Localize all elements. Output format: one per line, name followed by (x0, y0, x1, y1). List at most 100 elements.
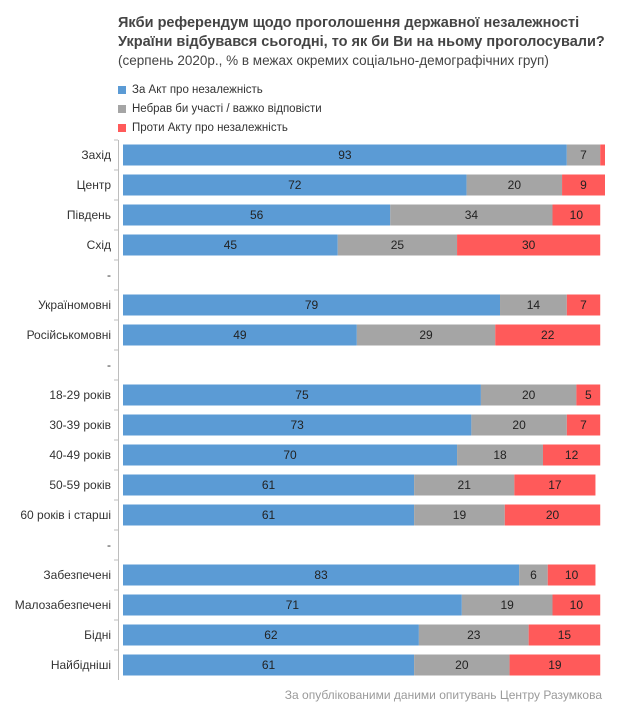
category-label: Малозабезпечені (15, 598, 111, 612)
category-label: Найбідніші (51, 658, 111, 672)
data-label: 20 (546, 508, 560, 522)
data-label: 6 (530, 568, 537, 582)
bar-segment (457, 444, 543, 466)
bar-segment (123, 504, 415, 526)
bar-segment (123, 384, 481, 406)
category-label: Російськомовні (27, 328, 111, 342)
data-label: 30 (522, 238, 536, 252)
data-label: 75 (295, 388, 309, 402)
category-label: Захід (81, 148, 111, 162)
bar-segment (123, 564, 520, 586)
data-label: 7 (580, 418, 587, 432)
bar-segment (471, 414, 567, 436)
data-label: 25 (391, 238, 405, 252)
bar-segment (123, 594, 462, 616)
bar-segment (414, 504, 505, 526)
data-label: 19 (500, 598, 514, 612)
legend-label-against: Проти Акту про незалежність (132, 121, 288, 134)
bar-segment (466, 174, 563, 196)
data-label: 79 (305, 298, 319, 312)
bar-segment (576, 384, 601, 406)
bar-segment (123, 414, 472, 436)
legend-item-against: Проти Акту про незалежність (118, 118, 322, 137)
bar-segment (123, 654, 415, 676)
bar-segment (457, 234, 601, 256)
category-label: - (107, 358, 111, 372)
category-label: 60 років і старші (20, 508, 111, 522)
data-label: 18 (493, 448, 507, 462)
data-label: 70 (283, 448, 297, 462)
data-label: 12 (565, 448, 579, 462)
bar-segment (547, 564, 596, 586)
bar-segment (542, 444, 601, 466)
category-label: Забезпечені (43, 568, 111, 582)
legend-swatch-against (118, 123, 126, 132)
data-label: 20 (512, 418, 526, 432)
bar-segment (528, 624, 601, 646)
data-label: 72 (288, 178, 302, 192)
source-note: За опублікованими даними опитувань Центр… (284, 688, 602, 702)
data-label: 7 (580, 298, 587, 312)
bar-segment (123, 324, 357, 346)
data-label: 61 (262, 508, 276, 522)
bar-segment (504, 504, 601, 526)
category-label: Схід (87, 238, 111, 252)
category-label: 50-59 років (49, 478, 111, 492)
bar-segment (414, 474, 515, 496)
data-label: 23 (467, 628, 481, 642)
data-label: 22 (541, 328, 555, 342)
data-label: 71 (286, 598, 300, 612)
bar-segment (566, 294, 601, 316)
data-label: 62 (264, 628, 278, 642)
chart-title: Якби референдум щодо проголошення держав… (118, 14, 608, 52)
data-label: 61 (262, 478, 276, 492)
data-label: 17 (548, 478, 562, 492)
legend: За Акт про незалежність Небрав би участі… (118, 80, 322, 137)
data-label: 49 (233, 328, 247, 342)
bar-segment (514, 474, 596, 496)
data-label: 10 (565, 568, 579, 582)
legend-label-support: За Акт про незалежність (132, 83, 263, 96)
bar-segment (495, 324, 601, 346)
category-label: Центр (77, 178, 112, 192)
data-label: 93 (338, 148, 352, 162)
bar-segment (123, 144, 567, 166)
bar-segment (123, 204, 391, 226)
data-label: 10 (570, 598, 584, 612)
chart-title-line-1: Якби референдум щодо проголошення держав… (118, 15, 580, 31)
legend-item-support: За Акт про незалежність (118, 80, 322, 99)
bar-segment (562, 174, 605, 196)
data-label: 19 (548, 658, 562, 672)
data-label: 15 (558, 628, 572, 642)
category-label: 18-29 років (49, 388, 111, 402)
data-label: 5 (585, 388, 592, 402)
data-label: 29 (419, 328, 433, 342)
bar-segment (600, 144, 605, 166)
legend-item-abstain: Небрав би участі / важко відповісти (118, 99, 322, 118)
bar-segment (390, 204, 553, 226)
bar-segment (123, 234, 338, 256)
category-label: Бідні (84, 628, 111, 642)
bar-segment (123, 294, 501, 316)
data-label: 9 (580, 178, 587, 192)
bar-segment (566, 414, 601, 436)
category-axis-line (118, 140, 119, 680)
chart-subtitle: (серпень 2020р., % в межах окремих соціа… (118, 53, 549, 68)
chart-title-line-2: України відбувався сьогодні, то як би Ви… (118, 34, 605, 50)
bar-segment (418, 624, 529, 646)
bar-segment (552, 594, 601, 616)
category-label: Південь (67, 208, 111, 222)
data-label: 14 (527, 298, 541, 312)
data-label: 83 (314, 568, 328, 582)
legend-swatch-support (118, 85, 126, 94)
bar-segment (500, 294, 567, 316)
bar-segment (480, 384, 577, 406)
bar-segment (509, 654, 601, 676)
data-label: 19 (453, 508, 467, 522)
data-label: 61 (262, 658, 276, 672)
bar-segment (337, 234, 458, 256)
data-label: 45 (224, 238, 238, 252)
data-label: 20 (455, 658, 469, 672)
data-label: 56 (250, 208, 264, 222)
